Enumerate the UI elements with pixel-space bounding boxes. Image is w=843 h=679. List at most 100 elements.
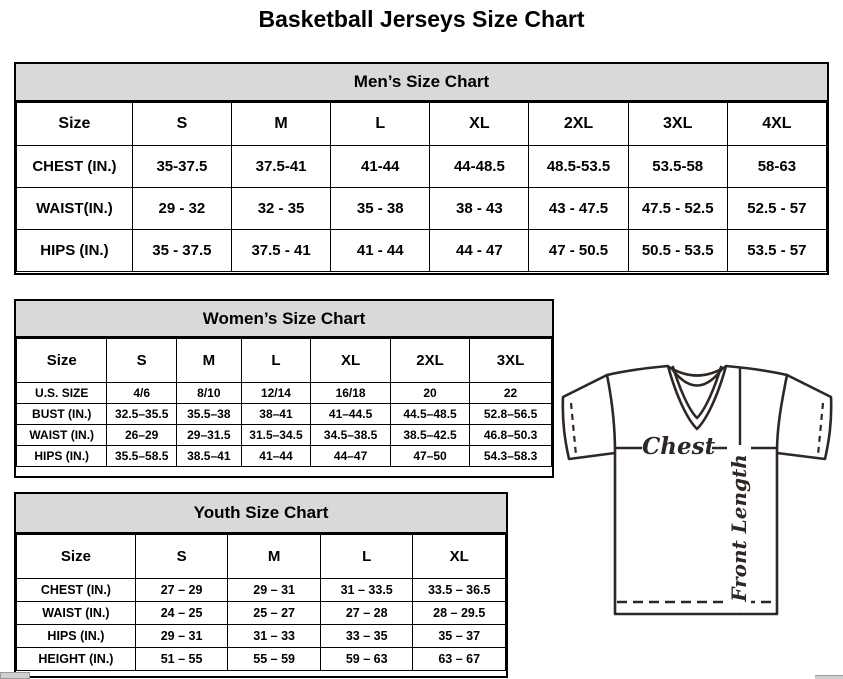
table-row: WAIST(IN.) 29 - 32 32 - 35 35 - 38 38 - 43 43… xyxy=(16,187,828,230)
size-value-cell: 58-63 xyxy=(726,145,828,188)
column-header: 3XL xyxy=(469,338,552,383)
column-header: Size xyxy=(16,534,136,579)
size-value-cell: 41-44 xyxy=(330,145,431,188)
size-value-cell: 12/14 xyxy=(240,382,312,404)
row-label: CHEST (IN.) xyxy=(16,578,136,602)
column-header: L xyxy=(330,102,431,146)
size-value-cell: 51 – 55 xyxy=(134,647,229,671)
size-value-cell: 47 - 50.5 xyxy=(528,229,629,272)
size-value-cell: 27 – 29 xyxy=(134,578,229,602)
column-header: XL xyxy=(429,102,530,146)
size-value-cell: 35.5–38 xyxy=(175,403,242,425)
horizontal-scrollbar-fragment-right[interactable] xyxy=(815,675,843,679)
column-header: S xyxy=(106,338,177,383)
table-row: U.S. SIZE 4/6 8/10 12/14 16/18 20 22 xyxy=(15,382,552,404)
column-header: 2XL xyxy=(389,338,471,383)
size-value-cell: 34.5–38.5 xyxy=(310,424,391,446)
size-value-cell: 26–29 xyxy=(106,424,177,446)
womens-size-chart: Women’s Size Chart Size S M L XL 2XL 3XL U.S. S… xyxy=(14,299,554,478)
size-value-cell: 38 - 43 xyxy=(429,187,530,230)
size-value-cell: 31 – 33 xyxy=(227,624,321,648)
table-row: CHEST (IN.) 27 – 29 29 – 31 31 – 33.5 33.5 –… xyxy=(16,578,506,602)
youth-size-table: Size S M L XL CHEST (IN.) 27 – 29 29 – 31 31 – 3… xyxy=(16,534,506,671)
table-row: HIPS (IN.) 35 - 37.5 37.5 - 41 41 - 44 44 - … xyxy=(16,229,828,272)
row-label: HIPS (IN.) xyxy=(16,229,133,272)
column-header: M xyxy=(230,102,332,146)
size-value-cell: 35 - 37.5 xyxy=(131,229,232,272)
size-value-cell: 46.8–50.3 xyxy=(469,424,552,446)
size-value-cell: 35 - 38 xyxy=(330,187,431,230)
size-value-cell: 35.5–58.5 xyxy=(106,445,177,467)
front-length-measure-label: Front Length xyxy=(727,445,751,611)
row-label: CHEST (IN.) xyxy=(16,145,133,188)
column-header: 3XL xyxy=(627,102,728,146)
size-value-cell: 43 - 47.5 xyxy=(528,187,629,230)
size-value-cell: 4/6 xyxy=(106,382,177,404)
table-row: WAIST (IN.) 24 – 25 25 – 27 27 – 28 28 – 29.… xyxy=(16,601,506,625)
column-header: L xyxy=(319,534,414,579)
size-value-cell: 32 - 35 xyxy=(230,187,332,230)
size-value-cell: 48.5-53.5 xyxy=(528,145,629,188)
size-value-cell: 41–44 xyxy=(240,445,312,467)
row-label: HEIGHT (IN.) xyxy=(16,647,136,671)
column-header: M xyxy=(227,534,321,579)
table-header-row: Size S M L XL 2XL 3XL xyxy=(15,338,552,383)
size-value-cell: 37.5 - 41 xyxy=(230,229,332,272)
size-value-cell: 35-37.5 xyxy=(131,145,232,188)
size-value-cell: 31.5–34.5 xyxy=(240,424,312,446)
column-header: L xyxy=(240,338,312,383)
size-value-cell: 29–31.5 xyxy=(175,424,242,446)
womens-chart-title: Women’s Size Chart xyxy=(16,301,552,338)
size-value-cell: 52.8–56.5 xyxy=(469,403,552,425)
column-header: S xyxy=(131,102,232,146)
column-header: 2XL xyxy=(528,102,629,146)
size-value-cell: 29 – 31 xyxy=(227,578,321,602)
size-value-cell: 35 – 37 xyxy=(412,624,506,648)
youth-chart-title: Youth Size Chart xyxy=(16,494,506,534)
size-value-cell: 44 - 47 xyxy=(429,229,530,272)
size-value-cell: 38–41 xyxy=(240,403,312,425)
row-label: U.S. SIZE xyxy=(15,382,108,404)
size-value-cell: 47–50 xyxy=(389,445,471,467)
table-row: HIPS (IN.) 29 – 31 31 – 33 33 – 35 35 – 37 xyxy=(16,624,506,648)
row-label: WAIST (IN.) xyxy=(16,601,136,625)
size-value-cell: 55 – 59 xyxy=(227,647,321,671)
size-value-cell: 41–44.5 xyxy=(310,403,391,425)
mens-chart-title: Men’s Size Chart xyxy=(16,64,827,102)
table-header-row: Size S M L XL xyxy=(16,534,506,579)
womens-size-table: Size S M L XL 2XL 3XL U.S. SIZE 4/6 8/10 12/14 16/1… xyxy=(15,338,552,467)
table-row: BUST (IN.) 32.5–35.5 35.5–38 38–41 41–44.5 44… xyxy=(15,403,552,425)
size-value-cell: 53.5 - 57 xyxy=(726,229,828,272)
size-value-cell: 25 – 27 xyxy=(227,601,321,625)
size-value-cell: 27 – 28 xyxy=(319,601,414,625)
table-row: HEIGHT (IN.) 51 – 55 55 – 59 59 – 63 63 – 67 xyxy=(16,647,506,671)
column-header: S xyxy=(134,534,229,579)
size-value-cell: 32.5–35.5 xyxy=(106,403,177,425)
size-value-cell: 24 – 25 xyxy=(134,601,229,625)
size-value-cell: 47.5 - 52.5 xyxy=(627,187,728,230)
row-label: BUST (IN.) xyxy=(15,403,108,425)
size-value-cell: 37.5-41 xyxy=(230,145,332,188)
table-header-row: Size S M L XL 2XL 3XL 4XL xyxy=(16,102,828,146)
jersey-diagram: Chest Front Length xyxy=(556,360,838,628)
size-value-cell: 44-48.5 xyxy=(429,145,530,188)
column-header: Size xyxy=(15,338,108,383)
size-value-cell: 22 xyxy=(469,382,552,404)
page-title: Basketball Jerseys Size Chart xyxy=(258,6,585,32)
size-value-cell: 41 - 44 xyxy=(330,229,431,272)
jersey-outline-icon xyxy=(561,364,833,616)
size-value-cell: 33.5 – 36.5 xyxy=(412,578,506,602)
table-row: CHEST (IN.) 35-37.5 37.5-41 41-44 44-48.5 48.… xyxy=(16,145,828,188)
column-header: M xyxy=(175,338,242,383)
size-value-cell: 44.5–48.5 xyxy=(389,403,471,425)
size-value-cell: 52.5 - 57 xyxy=(726,187,828,230)
row-label: WAIST (IN.) xyxy=(15,424,108,446)
size-value-cell: 53.5-58 xyxy=(627,145,728,188)
mens-size-chart: Men’s Size Chart Size S M L XL 2XL 3XL 4XL CHEST… xyxy=(14,62,829,275)
size-value-cell: 33 – 35 xyxy=(319,624,414,648)
size-value-cell: 38.5–41 xyxy=(175,445,242,467)
column-header: 4XL xyxy=(726,102,828,146)
table-row: HIPS (IN.) 35.5–58.5 38.5–41 41–44 44–47 47–5… xyxy=(15,445,552,467)
horizontal-scrollbar-fragment-left[interactable] xyxy=(0,672,30,679)
column-header: XL xyxy=(310,338,391,383)
